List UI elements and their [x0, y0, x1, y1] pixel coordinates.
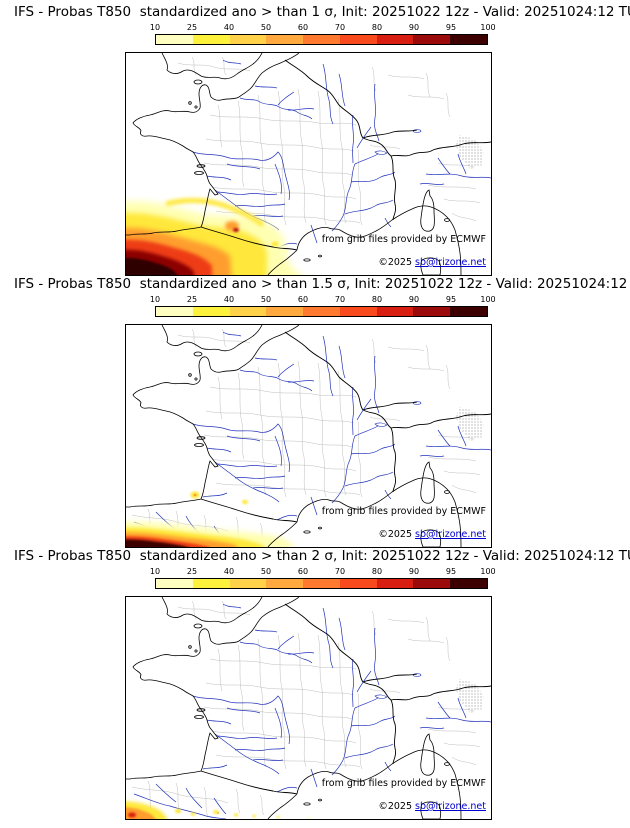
- map-frame: from grib files provided by ECMWF ©2025 …: [125, 596, 492, 820]
- copyright-credit: ©2025 sb@irizone.net: [378, 801, 486, 812]
- colorbar-segment: [413, 579, 451, 588]
- colorbar-segment: [376, 35, 414, 44]
- data-source-credit: from grib files provided by ECMWF: [321, 234, 486, 245]
- panel-title: IFS - Probas T850 standardized ano > tha…: [14, 276, 630, 292]
- colorbar-tick: 90: [408, 295, 420, 304]
- colorbar-tick: 10: [149, 295, 161, 304]
- colorbar-segment: [156, 35, 193, 44]
- colorbar-gradient: [155, 578, 488, 589]
- colorbar-tick: 100: [480, 567, 496, 576]
- colorbar-segment: [376, 307, 414, 316]
- data-source-credit: from grib files provided by ECMWF: [321, 506, 486, 517]
- colorbar-tick: 80: [371, 567, 383, 576]
- colorbar-tick: 70: [334, 295, 346, 304]
- colorbar-tick: 25: [186, 567, 198, 576]
- copyright-year: ©2025: [378, 529, 413, 540]
- colorbar-segment: [303, 579, 340, 588]
- colorbar-segment: [229, 579, 267, 588]
- map-image: [126, 597, 491, 819]
- colorbar-segment: [339, 35, 377, 44]
- colorbar-tick-labels: 10 25 40 50 60 70 80 90 95 100: [150, 23, 496, 33]
- probability-panel-2: IFS - Probas T850 standardized ano > tha…: [0, 272, 630, 548]
- colorbar-tick: 50: [260, 567, 272, 576]
- probability-overlay: [126, 198, 301, 275]
- colorbar-segment: [192, 307, 230, 316]
- probability-overlay: [126, 801, 311, 819]
- panel-title: IFS - Probas T850 standardized ano > tha…: [14, 548, 630, 564]
- colorbar-tick-labels: 10 25 40 50 60 70 80 90 95 100: [150, 295, 496, 305]
- colorbar-segment: [413, 307, 451, 316]
- colorbar-tick: 95: [445, 295, 457, 304]
- probability-colorbar: 10 25 40 50 60 70 80 90 95 100: [150, 23, 496, 45]
- colorbar-segment: [339, 307, 377, 316]
- author-email-link[interactable]: sb@irizone.net: [415, 257, 486, 268]
- colorbar-tick: 70: [334, 23, 346, 32]
- colorbar-tick-labels: 10 25 40 50 60 70 80 90 95 100: [150, 567, 496, 577]
- probability-panel-3: IFS - Probas T850 standardized ano > tha…: [0, 544, 630, 820]
- data-source-credit: from grib files provided by ECMWF: [321, 778, 486, 789]
- colorbar-tick: 95: [445, 23, 457, 32]
- probability-panel-1: IFS - Probas T850 standardized ano > tha…: [0, 0, 630, 276]
- colorbar-tick: 25: [186, 295, 198, 304]
- colorbar-tick: 10: [149, 567, 161, 576]
- author-email-link[interactable]: sb@irizone.net: [415, 529, 486, 540]
- colorbar-tick: 70: [334, 567, 346, 576]
- colorbar-gradient: [155, 34, 488, 45]
- colorbar-segment: [339, 579, 377, 588]
- map-frame: from grib files provided by ECMWF ©2025 …: [125, 324, 492, 548]
- colorbar-tick: 40: [223, 295, 235, 304]
- probability-colorbar: 10 25 40 50 60 70 80 90 95 100: [150, 567, 496, 589]
- colorbar-segment: [450, 579, 488, 588]
- colorbar-segment: [266, 35, 304, 44]
- colorbar-segment: [229, 35, 267, 44]
- colorbar-tick: 100: [480, 295, 496, 304]
- probability-colorbar: 10 25 40 50 60 70 80 90 95 100: [150, 295, 496, 317]
- colorbar-tick: 60: [297, 295, 309, 304]
- colorbar-tick: 50: [260, 295, 272, 304]
- copyright-year: ©2025: [378, 257, 413, 268]
- probability-overlay: [126, 491, 294, 547]
- colorbar-segment: [303, 307, 340, 316]
- colorbar-tick: 95: [445, 567, 457, 576]
- colorbar-tick: 50: [260, 23, 272, 32]
- colorbar-segment: [266, 579, 304, 588]
- colorbar-segment: [303, 35, 340, 44]
- map-image: [126, 325, 491, 547]
- colorbar-segment: [266, 307, 304, 316]
- colorbar-tick: 60: [297, 23, 309, 32]
- colorbar-segment: [156, 307, 193, 316]
- colorbar-tick: 60: [297, 567, 309, 576]
- colorbar-tick: 100: [480, 23, 496, 32]
- colorbar-segment: [192, 579, 230, 588]
- colorbar-tick: 80: [371, 23, 383, 32]
- copyright-credit: ©2025 sb@irizone.net: [378, 257, 486, 268]
- colorbar-segment: [376, 579, 414, 588]
- colorbar-tick: 10: [149, 23, 161, 32]
- panel-title: IFS - Probas T850 standardized ano > tha…: [14, 4, 630, 20]
- colorbar-tick: 40: [223, 567, 235, 576]
- colorbar-tick: 25: [186, 23, 198, 32]
- colorbar-segment: [229, 307, 267, 316]
- map-frame: from grib files provided by ECMWF ©2025 …: [125, 52, 492, 276]
- colorbar-tick: 40: [223, 23, 235, 32]
- author-email-link[interactable]: sb@irizone.net: [415, 801, 486, 812]
- copyright-credit: ©2025 sb@irizone.net: [378, 529, 486, 540]
- colorbar-segment: [156, 579, 193, 588]
- colorbar-segment: [192, 35, 230, 44]
- colorbar-segment: [450, 307, 488, 316]
- colorbar-tick: 90: [408, 23, 420, 32]
- colorbar-gradient: [155, 306, 488, 317]
- map-image: [126, 53, 491, 275]
- colorbar-tick: 80: [371, 295, 383, 304]
- colorbar-segment: [413, 35, 451, 44]
- colorbar-tick: 90: [408, 567, 420, 576]
- copyright-year: ©2025: [378, 801, 413, 812]
- colorbar-segment: [450, 35, 488, 44]
